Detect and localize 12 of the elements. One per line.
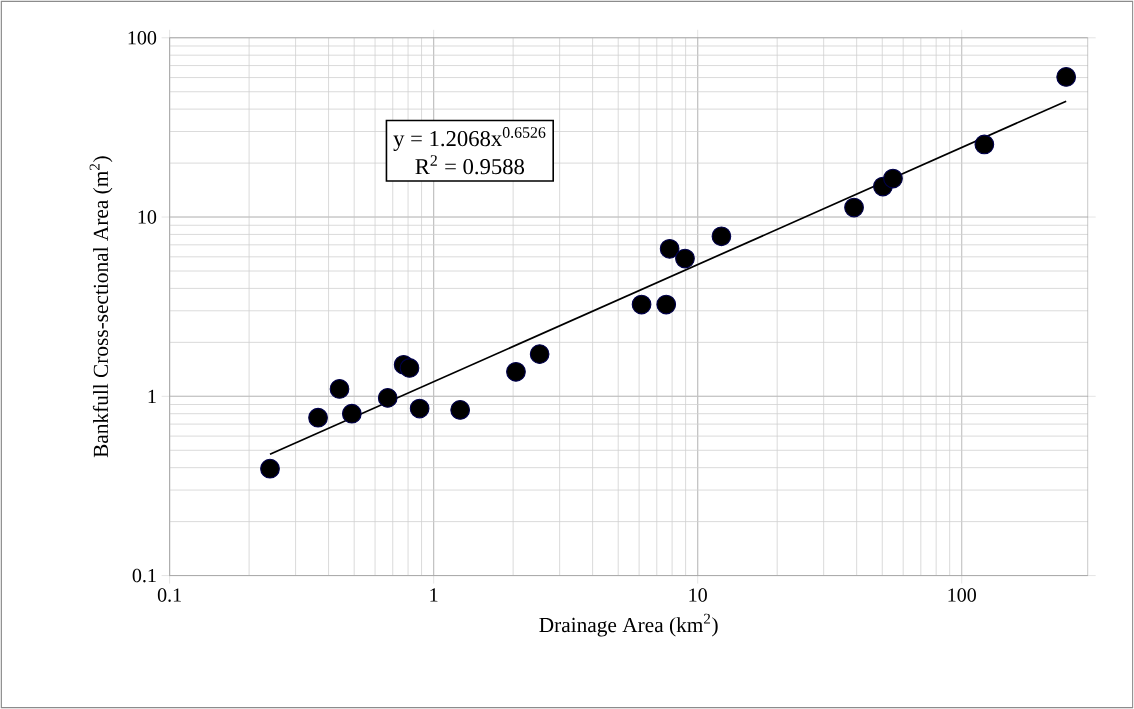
x-tick-label: 1 xyxy=(430,588,438,602)
x-axis-title: Drainage Area (km$^{2}$) xyxy=(539,613,718,637)
x-tick-label: 0.1 xyxy=(157,588,181,602)
y-tick-label: 100 xyxy=(128,31,157,45)
x-tick-label: 100 xyxy=(948,588,976,602)
x-tick-label: 10 xyxy=(689,588,707,602)
annotation: R$^{2}$ = 0.9588 xyxy=(415,155,525,175)
y-tick-label: 10 xyxy=(138,210,157,224)
y-axis-title: Bankfull Cross-sectional Area (m$^{2}$) xyxy=(89,156,113,458)
annotation: y = 1.2068x$^{0.6526}$ xyxy=(393,127,546,151)
y-tick-label: 0.1 xyxy=(132,568,156,583)
y-tick-label: 1 xyxy=(148,389,156,403)
